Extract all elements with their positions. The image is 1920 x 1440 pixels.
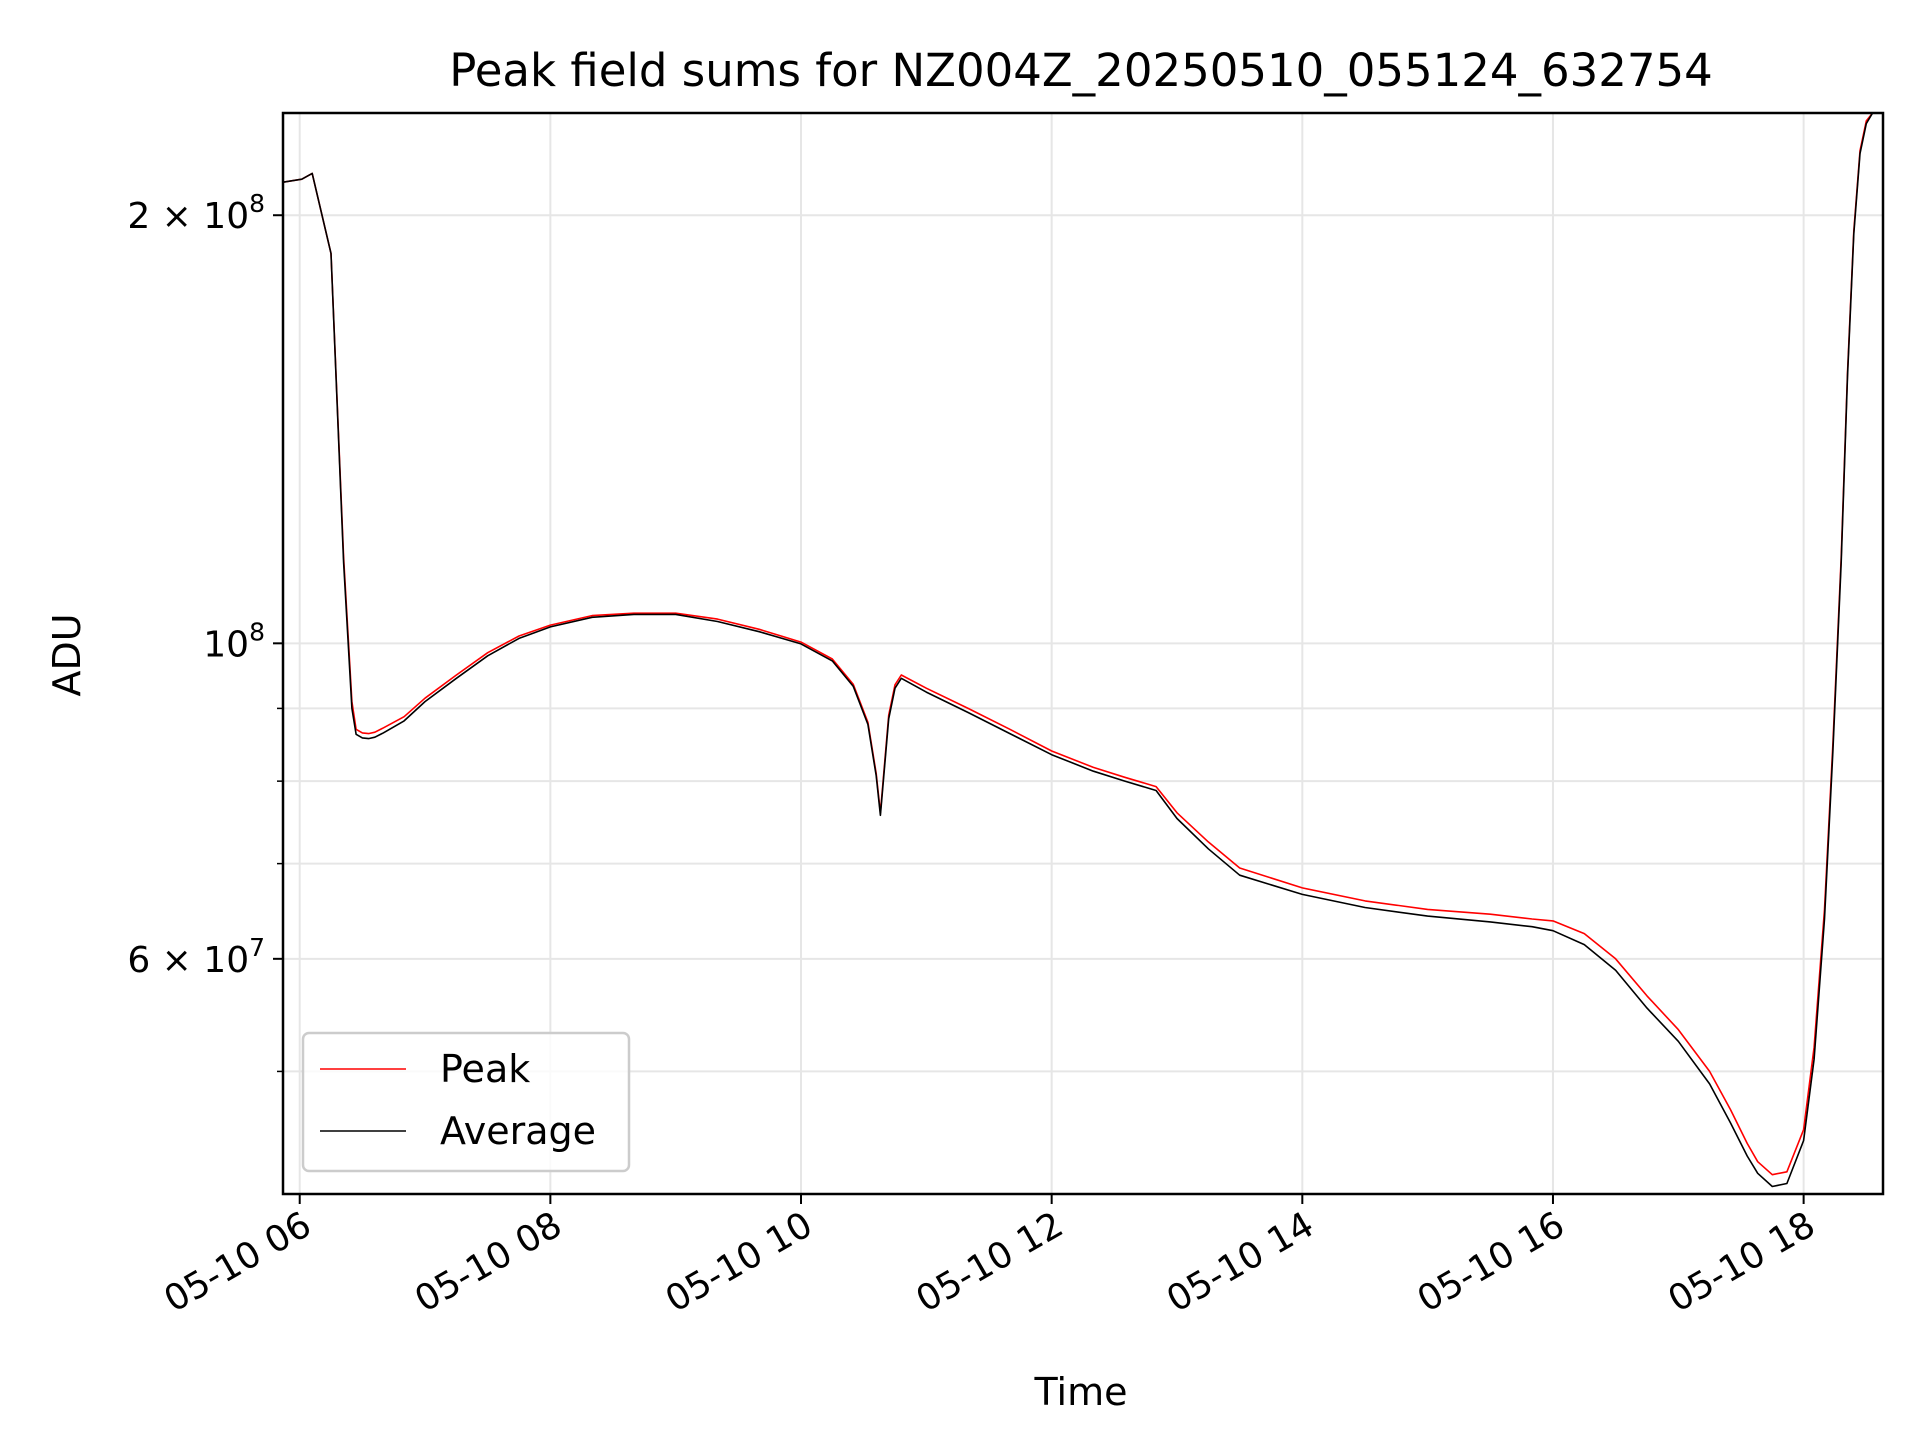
y-tick-label: 6 × 107 bbox=[127, 933, 265, 981]
y-tick-exponent: 8 bbox=[249, 617, 265, 646]
legend-box bbox=[301, 1031, 631, 1173]
y-tick-exponent: 7 bbox=[249, 933, 265, 962]
plot-frame bbox=[281, 111, 1885, 1196]
series-line-peak bbox=[283, 113, 1874, 1176]
y-tick-mantissa: 2 × 10 bbox=[127, 196, 249, 237]
chart-title: Peak field sums for NZ004Z_20250510_0551… bbox=[449, 44, 1713, 97]
series-line-average bbox=[283, 113, 1874, 1188]
y-tick-mantissa: 6 × 10 bbox=[127, 940, 249, 981]
y-tick-mantissa: 10 bbox=[203, 624, 249, 665]
y-tick-exponent: 8 bbox=[249, 189, 265, 218]
legend-label-peak: Peak bbox=[440, 1047, 530, 1091]
legend-label-average: Average bbox=[440, 1109, 596, 1153]
legend: Peak Average bbox=[301, 1031, 631, 1173]
y-tick-label: 108 bbox=[203, 617, 265, 665]
x-axis-label: Time bbox=[1034, 1370, 1128, 1414]
y-tick-label: 2 × 108 bbox=[127, 189, 265, 237]
y-axis-label: ADU bbox=[45, 613, 89, 696]
series-layer bbox=[283, 113, 1874, 1188]
